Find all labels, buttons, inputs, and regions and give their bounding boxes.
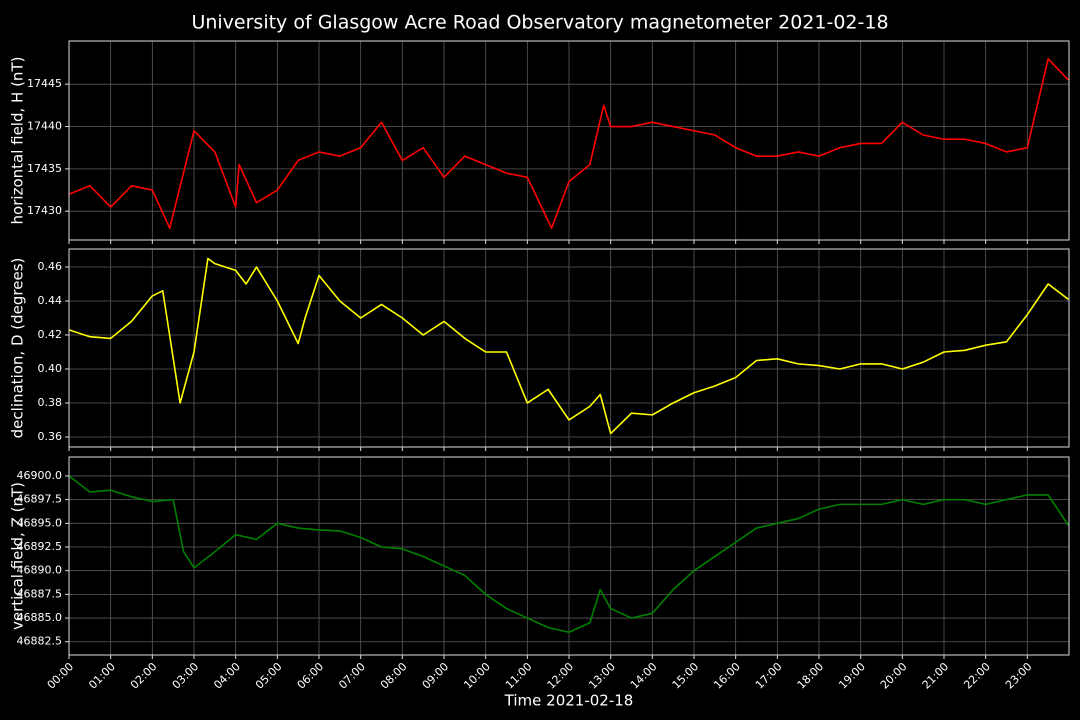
y-tick-label: 17435 bbox=[27, 162, 62, 175]
y-tick-label: 46882.5 bbox=[17, 635, 63, 648]
x-tick-label: 15:00 bbox=[670, 660, 702, 692]
y-tick-label: 0.40 bbox=[38, 362, 63, 375]
x-tick-label: 13:00 bbox=[586, 660, 618, 692]
y-tick-label: 17445 bbox=[27, 77, 62, 90]
y-tick-label: 46895.0 bbox=[17, 516, 63, 529]
data-line bbox=[68, 257, 1069, 435]
x-tick-label: 02:00 bbox=[128, 660, 160, 692]
y-tick-label: 46887.5 bbox=[17, 587, 63, 600]
y-tick-label: 0.46 bbox=[38, 260, 63, 273]
y-tick-label: 46890.0 bbox=[17, 564, 63, 577]
axes-frame bbox=[68, 40, 1070, 241]
x-tick-label: 20:00 bbox=[878, 660, 910, 692]
y-tick-label: 0.44 bbox=[38, 294, 63, 307]
y-tick-label: 46885.0 bbox=[17, 611, 63, 624]
y-axis-label: horizontal field, H (nT) bbox=[9, 57, 27, 225]
y-tick-label: 17430 bbox=[27, 204, 62, 217]
x-tick-label: 21:00 bbox=[920, 660, 952, 692]
x-tick-label: 17:00 bbox=[753, 660, 785, 692]
x-tick-label: 09:00 bbox=[420, 660, 452, 692]
x-tick-label: 18:00 bbox=[795, 660, 827, 692]
x-tick-label: 07:00 bbox=[336, 660, 368, 692]
y-tick-label: 46897.5 bbox=[17, 493, 63, 506]
x-tick-label: 16:00 bbox=[711, 660, 743, 692]
x-tick-label: 22:00 bbox=[961, 660, 993, 692]
y-axis-label: declination, D (degrees) bbox=[9, 258, 27, 439]
x-tick-label: 11:00 bbox=[503, 660, 535, 692]
y-tick-label: 46900.0 bbox=[17, 469, 63, 482]
x-tick-label: 23:00 bbox=[1003, 660, 1035, 692]
x-tick-label: 12:00 bbox=[545, 660, 577, 692]
x-axis-label: Time 2021-02-18 bbox=[504, 692, 634, 710]
x-tick-label: 05:00 bbox=[253, 660, 285, 692]
y-axis-label: vertical field, Z (nT) bbox=[9, 482, 27, 630]
data-line bbox=[68, 57, 1069, 229]
x-tick-label: 19:00 bbox=[836, 660, 868, 692]
data-line bbox=[68, 475, 1069, 634]
y-tick-label: 46892.5 bbox=[17, 540, 63, 553]
x-tick-label: 14:00 bbox=[628, 660, 660, 692]
y-tick-label: 0.42 bbox=[38, 328, 63, 341]
figure-title: University of Glasgow Acre Road Observat… bbox=[191, 12, 888, 34]
x-tick-label: 03:00 bbox=[170, 660, 202, 692]
y-tick-label: 0.36 bbox=[38, 430, 63, 443]
y-tick-label: 17440 bbox=[27, 120, 62, 133]
x-tick-label: 10:00 bbox=[461, 660, 493, 692]
x-tick-label: 00:00 bbox=[45, 660, 77, 692]
y-tick-label: 0.38 bbox=[38, 396, 63, 409]
x-tick-label: 01:00 bbox=[86, 660, 118, 692]
x-tick-label: 08:00 bbox=[378, 660, 410, 692]
axes-frame bbox=[68, 248, 1070, 448]
x-tick-label: 06:00 bbox=[295, 660, 327, 692]
x-tick-label: 04:00 bbox=[211, 660, 243, 692]
axes-frame bbox=[68, 456, 1070, 656]
